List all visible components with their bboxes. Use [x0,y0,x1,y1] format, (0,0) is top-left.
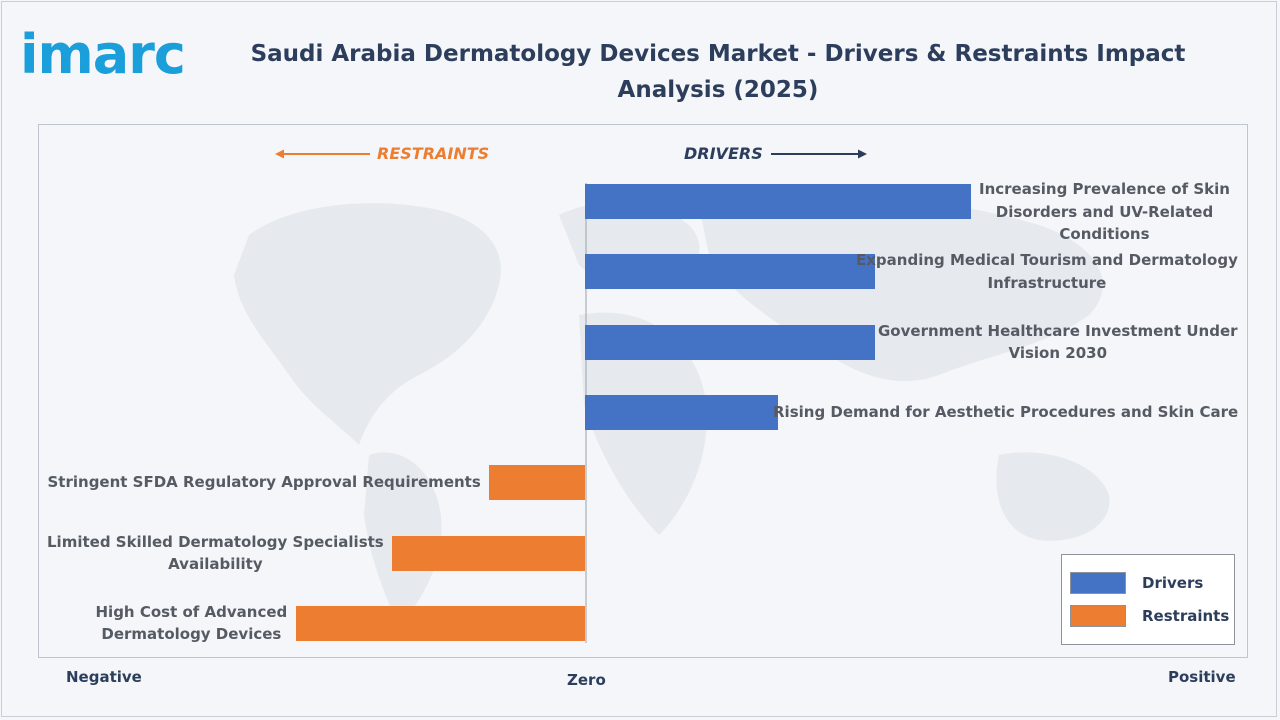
bar-label-2: Expanding Medical Tourism and Dermatolog… [856,249,1238,294]
bar-label-4: Rising Demand for Aesthetic Procedures a… [773,401,1238,424]
bar-label-line: High Cost of Advanced [95,602,288,621]
bar-label-6: Limited Skilled Dermatology Specialists A… [47,531,384,576]
bar-label-5: Stringent SFDA Regulatory Approval Requi… [48,471,481,494]
legend-swatch-drivers [1070,572,1126,594]
bar-label-7: High Cost of Advanced Dermatology Devices [96,601,288,646]
bar-label-line: Rising Demand for Aesthetic Procedures a… [773,403,1239,422]
restraints-direction-label: RESTRAINTS [377,144,490,163]
bar-label-line: Stringent SFDA Regulatory Approval Requi… [47,473,481,492]
logo-text: imarc [20,23,186,86]
bar-label-line: Government Healthcare Investment Under [878,321,1238,340]
bar-label-line: Infrastructure [987,273,1107,292]
bar-driver-3 [585,324,875,360]
bar-restraint-6 [392,535,585,571]
bar-label-1: Increasing Prevalence of Skin Disorders a… [979,178,1230,246]
legend: Drivers Restraints [1061,554,1235,645]
legend-item-restraints: Restraints [1070,604,1229,628]
axis-label-zero: Zero [567,671,606,689]
bar-label-line: Dermatology Devices [101,625,282,644]
bar-label-line: Vision 2030 [1008,344,1108,363]
bar-restraint-7 [295,605,585,641]
bar-label-line: Limited Skilled Dermatology Specialists [47,532,384,551]
chart-title: Saudi Arabia Dermatology Devices Market … [250,41,1186,103]
axis-label-negative: Negative [66,668,142,686]
restraints-arrow-icon [275,149,370,159]
legend-swatch-restraints [1070,605,1126,627]
legend-text-restraints: Restraints [1142,607,1230,625]
legend-item-drivers: Drivers [1070,571,1203,595]
imarc-logo: imarc [20,14,186,86]
bar-label-line: Availability [168,555,263,573]
bar-driver-1 [585,184,971,219]
bar-restraint-5 [488,465,585,501]
drivers-direction-label: DRIVERS [684,144,763,163]
bar-driver-4 [585,394,778,430]
legend-text-drivers: Drivers [1142,574,1204,592]
bar-label-line: Increasing Prevalence of Skin [979,180,1230,198]
axis-label-positive: Positive [1168,668,1236,686]
bar-label-3: Government Healthcare Investment Under Vi… [878,320,1238,365]
bar-driver-2 [585,254,875,290]
bar-label-line: Expanding Medical Tourism and Dermatolog… [856,251,1238,270]
bar-label-line: Disorders and UV-Related [995,202,1214,221]
drivers-arrow-icon [771,149,867,159]
bar-label-line: Conditions [1059,225,1150,243]
